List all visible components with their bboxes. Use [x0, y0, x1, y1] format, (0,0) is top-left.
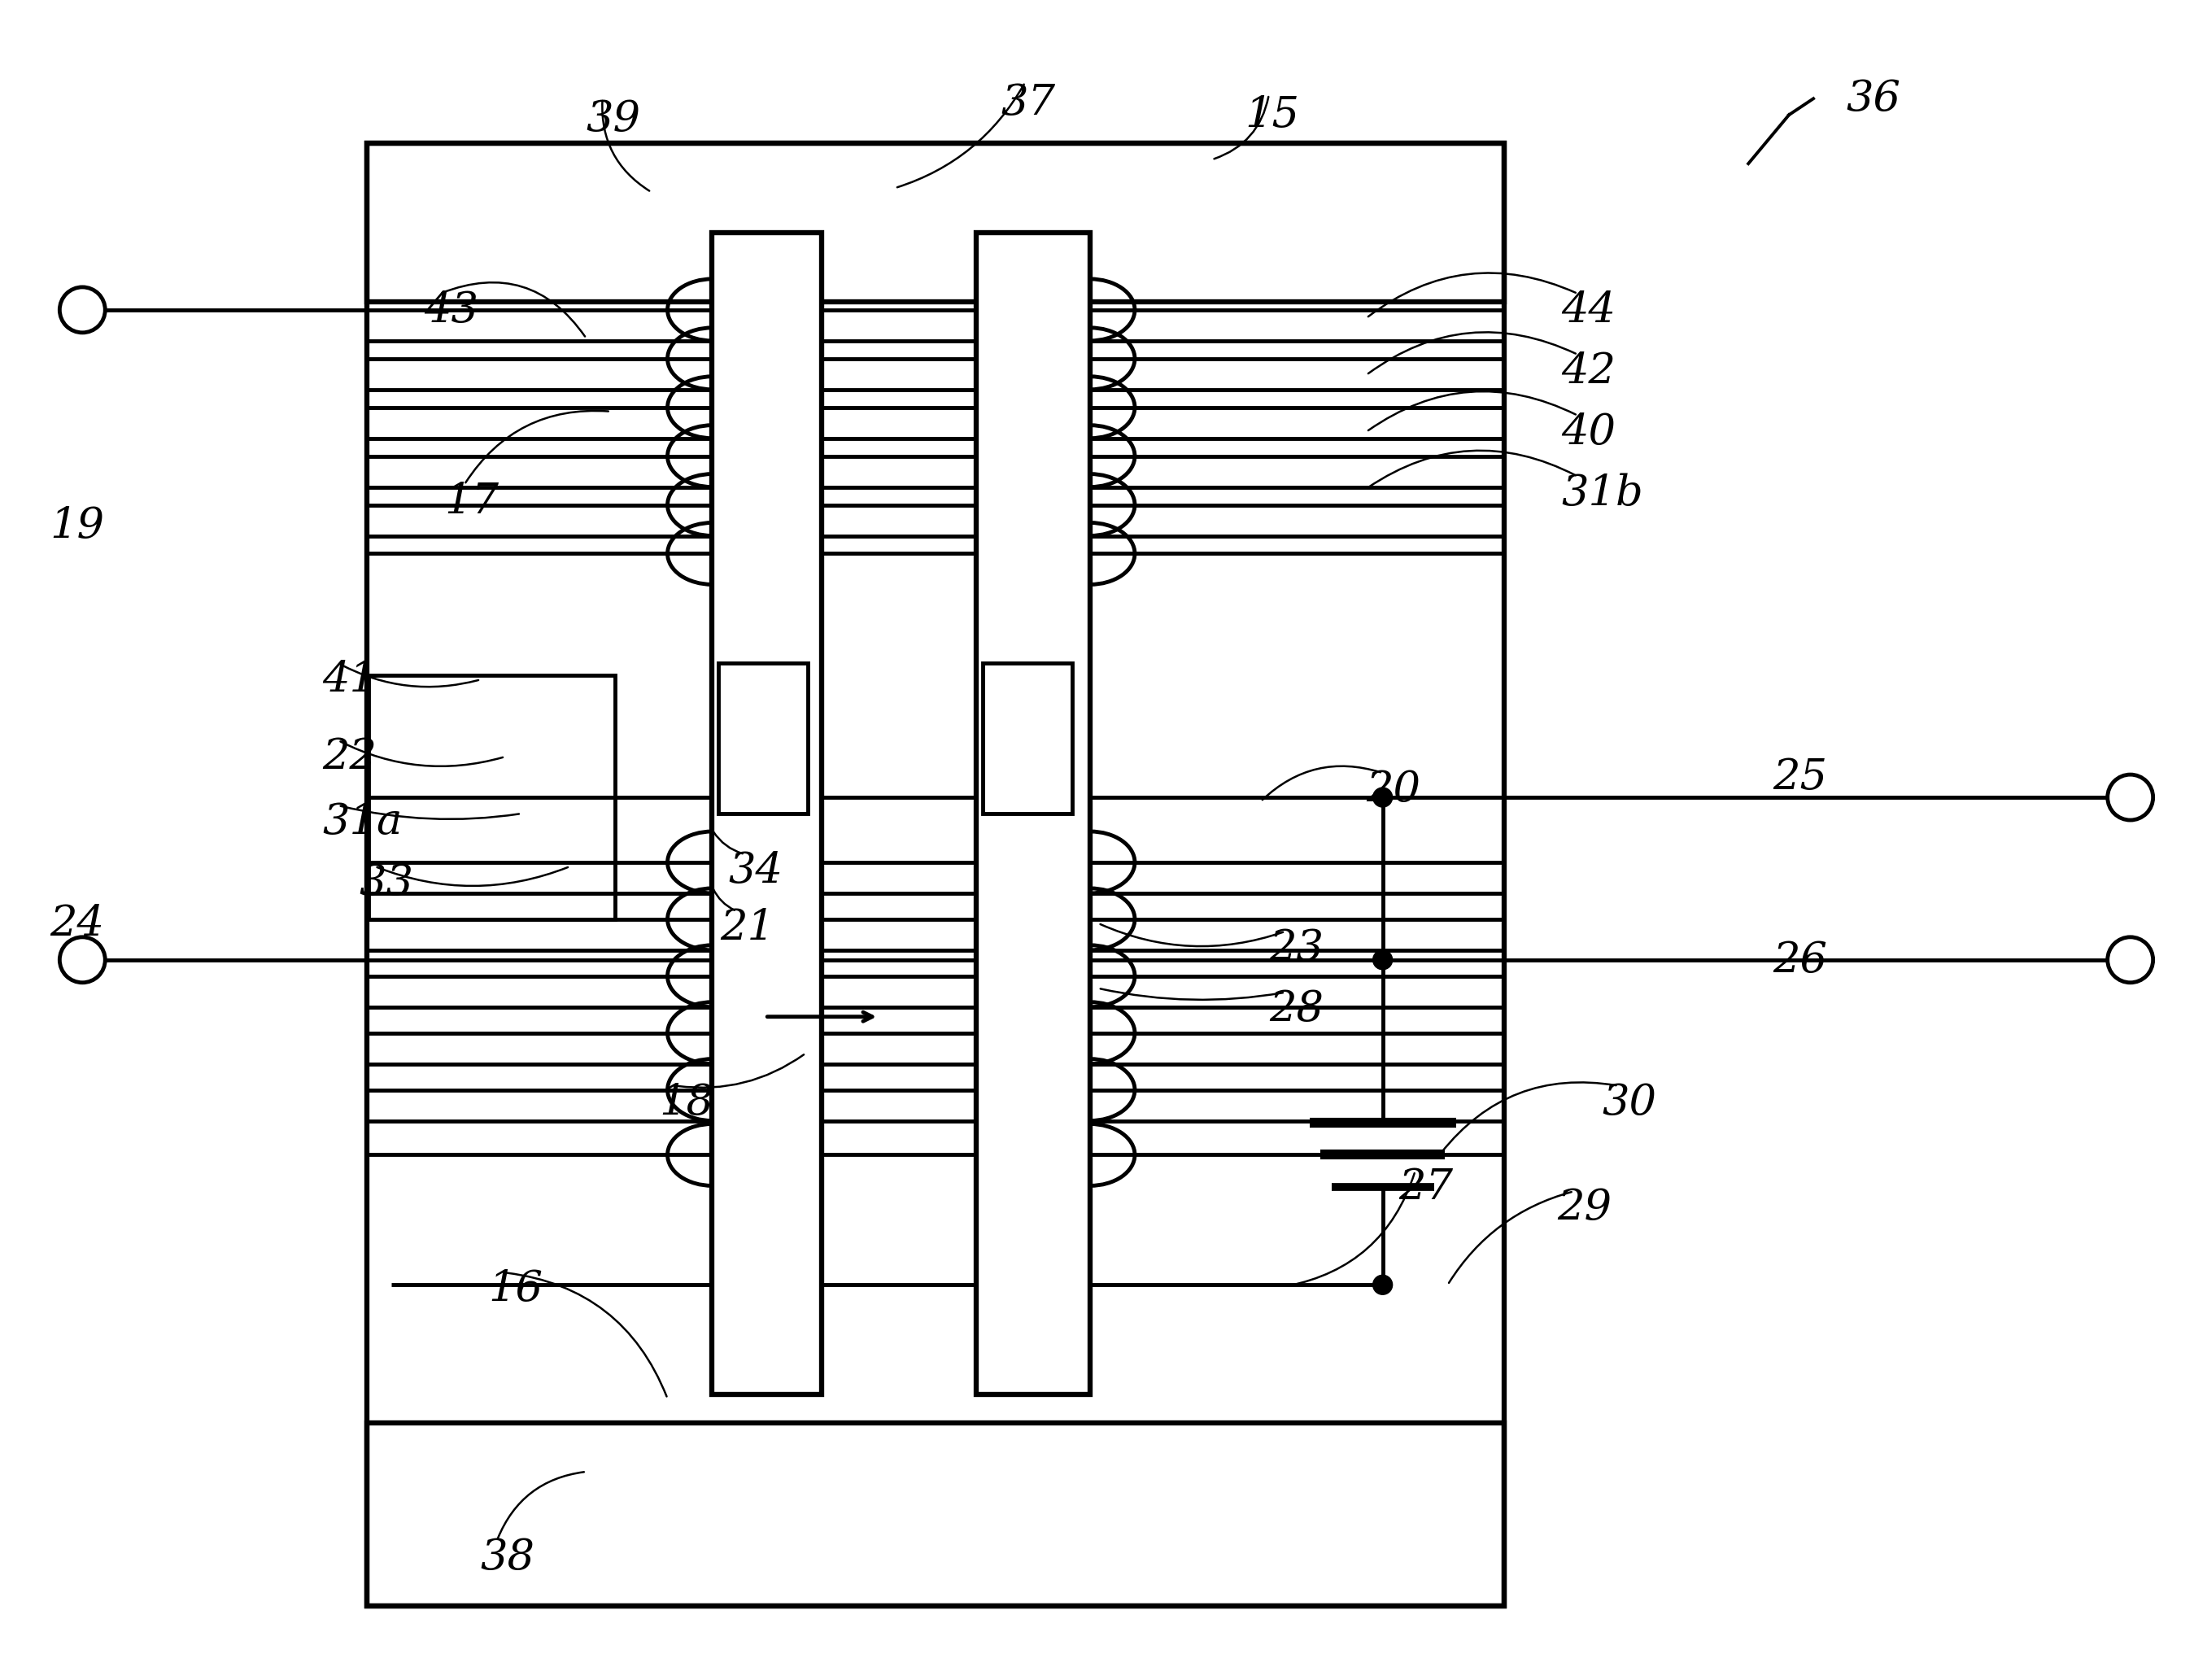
Text: 42: 42 [1562, 351, 1617, 391]
Text: 43: 43 [423, 289, 478, 331]
Text: 24: 24 [50, 902, 105, 944]
Text: 16: 16 [489, 1268, 544, 1310]
Text: 37: 37 [1000, 82, 1055, 124]
Circle shape [59, 287, 105, 333]
Circle shape [1373, 788, 1393, 806]
Circle shape [1373, 1275, 1393, 1295]
Text: 28: 28 [1268, 988, 1323, 1030]
Bar [369, 675, 614, 919]
Text: 33: 33 [358, 862, 412, 904]
Text: 34: 34 [728, 850, 783, 892]
Text: 38: 38 [480, 1537, 535, 1578]
Text: 40: 40 [1562, 412, 1617, 454]
Bar [366, 143, 1505, 1606]
Bar [720, 664, 807, 813]
Text: 25: 25 [1773, 756, 1828, 798]
Circle shape [59, 937, 105, 983]
Text: 36: 36 [1845, 79, 1900, 119]
Text: 19: 19 [50, 506, 105, 546]
Text: 15: 15 [1244, 94, 1299, 136]
Bar [366, 1423, 1505, 1606]
Bar [976, 234, 1090, 1394]
Bar [366, 143, 1505, 302]
Text: 41: 41 [323, 659, 377, 701]
Text: 17: 17 [443, 480, 498, 522]
Circle shape [2108, 937, 2152, 983]
Text: 23: 23 [1268, 927, 1323, 969]
Text: 22: 22 [323, 736, 377, 778]
Text: 29: 29 [1558, 1188, 1613, 1228]
Circle shape [2108, 774, 2152, 820]
Text: 18: 18 [660, 1082, 713, 1124]
Text: 44: 44 [1562, 289, 1617, 331]
Bar [713, 234, 823, 1394]
Text: 39: 39 [586, 99, 641, 139]
Bar [983, 664, 1073, 813]
Text: 31a: 31a [323, 801, 402, 843]
Circle shape [1373, 951, 1393, 969]
Text: 27: 27 [1400, 1168, 1452, 1208]
Text: 30: 30 [1602, 1082, 1656, 1124]
Text: 31b: 31b [1562, 472, 1643, 514]
Text: 21: 21 [720, 907, 774, 949]
Text: 20: 20 [1367, 769, 1422, 810]
Text: 26: 26 [1773, 939, 1828, 981]
